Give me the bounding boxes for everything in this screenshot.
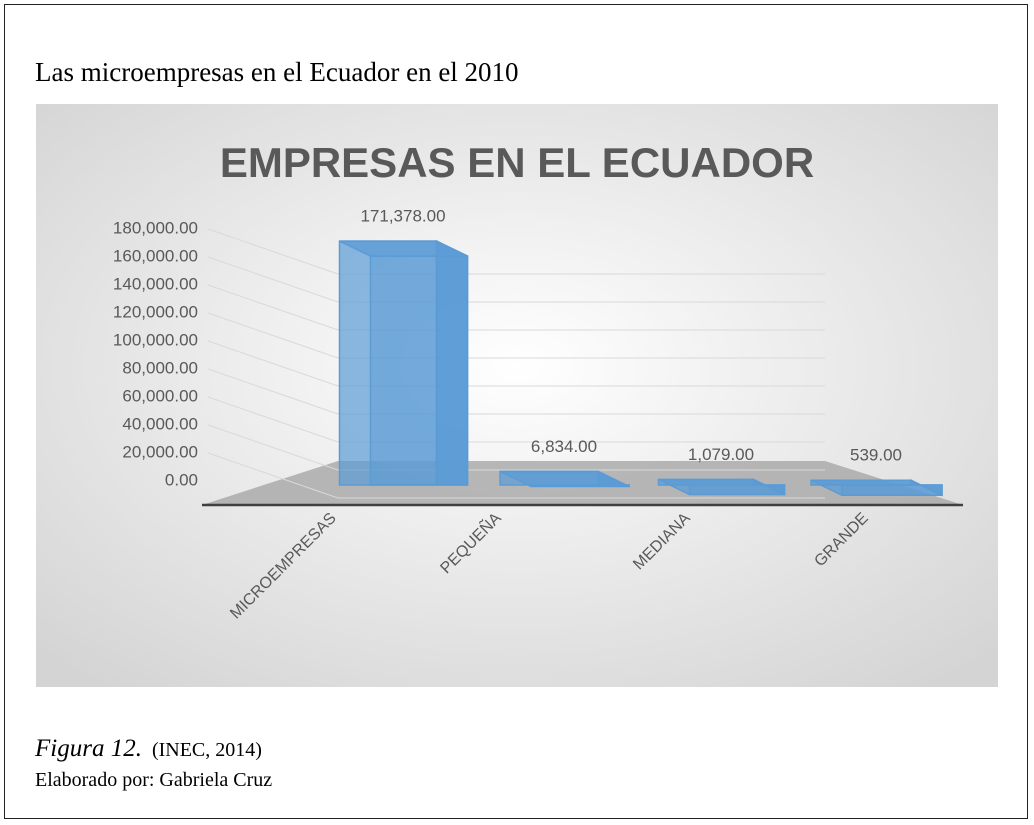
grid-line <box>207 452 825 499</box>
bar-front <box>810 479 912 486</box>
data-label: 539.00 <box>850 446 902 465</box>
y-tick-label: 160,000.00 <box>113 246 198 265</box>
y-tick-label: 0.00 <box>165 470 198 489</box>
grid-line <box>207 424 825 471</box>
chart: EMPRESAS EN EL ECUADOR 0.00 20,000.00 40,0… <box>36 104 998 687</box>
y-tick-label: 40,000.00 <box>122 414 198 433</box>
page: Las microempresas en el Ecuador en el 20… <box>4 4 1028 819</box>
data-label: 1,079.00 <box>688 445 754 464</box>
y-tick-label: 140,000.00 <box>113 274 198 293</box>
y-tick-label: 180,000.00 <box>113 218 198 237</box>
chart-background <box>36 104 998 687</box>
grid-line <box>207 284 825 331</box>
grid-line <box>207 228 825 275</box>
bar-front <box>657 478 755 486</box>
y-tick-label: 120,000.00 <box>113 302 198 321</box>
chart-title: EMPRESAS EN EL ECUADOR <box>220 139 814 186</box>
bar <box>499 470 630 488</box>
figure-label: Figura 12. <box>35 735 142 762</box>
grid-line <box>207 340 825 387</box>
author: Elaborado por: Gabriela Cruz <box>35 769 273 791</box>
y-tick-label: 80,000.00 <box>122 358 198 377</box>
data-label: 171,378.00 <box>360 207 445 226</box>
figure-caption: Figura 12. (INEC, 2014) <box>35 735 262 763</box>
bar <box>338 239 469 486</box>
bar <box>810 479 943 497</box>
grid-line <box>207 396 825 443</box>
y-tick-label: 100,000.00 <box>113 330 198 349</box>
grid-line <box>207 368 825 415</box>
bar-side <box>435 239 469 486</box>
y-tick-label: 60,000.00 <box>122 386 198 405</box>
grid-line <box>207 256 825 303</box>
bar-front <box>499 470 599 486</box>
source: (INEC, 2014) <box>151 739 262 761</box>
bar-front <box>338 240 438 486</box>
document-title: Las microempresas en el Ecuador en el 20… <box>35 57 519 87</box>
grid-line <box>207 312 825 359</box>
data-label: 6,834.00 <box>531 437 597 456</box>
y-tick-label: 20,000.00 <box>122 442 198 461</box>
bar <box>657 478 786 496</box>
